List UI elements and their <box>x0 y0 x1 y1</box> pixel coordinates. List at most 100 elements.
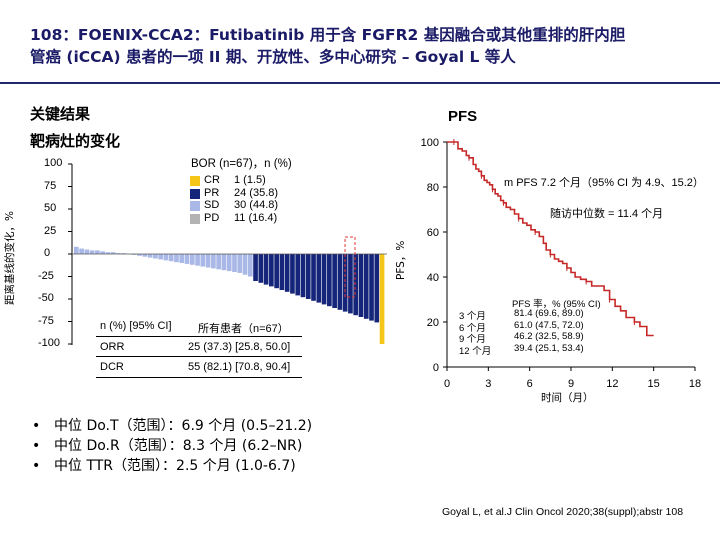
table-rule-3 <box>96 377 302 378</box>
waterfall-bar <box>342 254 348 312</box>
waterfall-y-tick: 0 <box>44 247 51 259</box>
pfs-rate-time: 9 个月 <box>459 334 486 345</box>
waterfall-bar <box>374 254 380 323</box>
pfs-followup-annotation: 随访中位数 = 11.4 个月 <box>550 208 664 220</box>
waterfall-bar <box>284 254 290 292</box>
legend-value-pd: 11 (16.4) <box>234 211 278 224</box>
table-rule-1 <box>96 336 302 337</box>
waterfall-bar <box>131 254 137 255</box>
waterfall-bar <box>242 254 248 275</box>
waterfall-bar <box>100 251 106 254</box>
waterfall-bar <box>258 254 264 283</box>
waterfall-bar <box>269 254 274 287</box>
legend-code-cr: CR <box>204 174 220 186</box>
pfs-heading: PFS <box>448 108 478 125</box>
waterfall-bar <box>84 249 90 254</box>
pfs-rate-time: 12 个月 <box>459 345 492 357</box>
waterfall-y-tick: -50 <box>38 292 54 304</box>
pfs-rate-value: 46.2 (32.5, 58.9) <box>514 331 584 342</box>
legend-value-pr: 24 (35.8) <box>234 186 279 199</box>
table-rule-2 <box>96 356 302 357</box>
pfs-x-tick-label: 9 <box>568 378 574 390</box>
waterfall-bar <box>274 254 279 289</box>
waterfall-bar <box>311 254 316 301</box>
title-divider <box>0 82 720 84</box>
waterfall-bar <box>232 254 237 272</box>
waterfall-y-tick: 75 <box>44 179 57 192</box>
waterfall-bar <box>195 254 200 266</box>
waterfall-y-tick: 25 <box>44 224 57 237</box>
waterfall-bar <box>321 254 327 305</box>
waterfall-y-tick: -25 <box>38 269 54 282</box>
waterfall-y-tick: -100 <box>38 337 61 349</box>
pfs-x-tick-label: 6 <box>527 378 533 390</box>
pfs-x-label: 时间（月） <box>541 392 594 404</box>
waterfall-bar <box>147 254 153 258</box>
bullet-dot: • 中位 Do.T（范围）：6.9 个月 (0.5–21.2) <box>32 418 313 434</box>
waterfall-bar <box>221 254 227 271</box>
legend-value-cr: 1 (1.5) <box>234 174 266 186</box>
pfs-rate-value: 81.4 (69.6, 89.0) <box>514 308 584 319</box>
pfs-x-tick-label: 12 <box>606 378 618 390</box>
waterfall-bar <box>305 254 311 299</box>
waterfall-y-tick: -75 <box>38 314 54 327</box>
pfs-y-tick-label: 100 <box>421 137 439 149</box>
citation: Goyal L, et al.J Clin Oncol 2020;38(supp… <box>442 506 684 518</box>
waterfall-bar <box>316 254 322 303</box>
waterfall-bar <box>163 254 169 261</box>
waterfall-y-tick: 100 <box>44 157 63 169</box>
bullet-dot-text: 中位 Do.T（范围）：6.9 个月 (0.5–21.2) <box>54 418 313 434</box>
waterfall-bar <box>363 254 369 319</box>
waterfall-bar <box>279 254 285 290</box>
waterfall-bar <box>216 254 221 270</box>
pfs-y-tick-label: 0 <box>433 362 439 374</box>
waterfall-bar <box>253 254 258 281</box>
waterfall-bar <box>105 252 111 254</box>
waterfall-bar <box>369 254 374 321</box>
pfs-km-curve <box>447 141 654 337</box>
waterfall-bar <box>110 252 116 254</box>
waterfall-bar <box>174 254 179 263</box>
pfs-y-tick-label: 20 <box>427 317 439 329</box>
waterfall-bar <box>205 254 211 268</box>
table-row-orr-label: ORR <box>100 341 125 353</box>
pfs-y-tick-label: 80 <box>427 182 439 194</box>
waterfall-y-tick: 50 <box>44 202 57 214</box>
bor-legend-title: BOR (n=67)，n (%) <box>191 158 292 170</box>
waterfall-bar <box>168 254 174 262</box>
legend-code-sd: SD <box>204 199 220 211</box>
waterfall-bar <box>290 254 295 294</box>
legend-code-pd: PD <box>204 211 220 224</box>
bullet-ttr-text: 中位 TTR（范围）：2.5 个月 (1.0-6.7) <box>54 458 296 474</box>
waterfall-bar <box>358 254 364 317</box>
waterfall-highlight-box <box>344 236 356 298</box>
waterfall-bar <box>353 254 359 316</box>
waterfall-bar <box>153 254 158 259</box>
legend-code-pr: PR <box>204 186 220 199</box>
target-change-heading: 靶病灶的变化 <box>30 132 121 150</box>
pfs-x-tick-label: 15 <box>648 378 660 390</box>
waterfall-bar <box>179 254 185 263</box>
bullet-ttr: • 中位 TTR（范围）：2.5 个月 (1.0-6.7) <box>32 458 296 474</box>
waterfall-bar <box>74 246 79 254</box>
waterfall-bar <box>348 254 353 314</box>
table-row-dcr-label: DCR <box>100 361 124 373</box>
waterfall-bar <box>79 248 84 254</box>
waterfall-bar <box>121 253 127 254</box>
pfs-median-annotation: m PFS 7.2 个月（95% CI 为 4.9、15.2） <box>504 177 704 189</box>
waterfall-bar <box>116 253 121 254</box>
waterfall-bar <box>327 254 332 307</box>
waterfall-bar <box>184 254 190 264</box>
slide-title: 108：FOENIX-CCA2：Futibatinib 用于含 FGFR2 基因… <box>30 24 700 68</box>
pfs-x-tick-label: 3 <box>485 378 491 390</box>
waterfall-bar <box>263 254 269 285</box>
waterfall-bar <box>300 254 306 298</box>
table-row-dcr-value: 55 (82.1) [70.8, 90.4] <box>188 361 291 373</box>
legend-value-sd: 30 (44.8) <box>234 199 279 211</box>
bullet-dor: • 中位 Do.R（范围）：8.3 个月 (6.2–NR) <box>32 438 303 454</box>
waterfall-bar <box>200 254 206 267</box>
waterfall-bars <box>72 236 387 344</box>
legend-swatch-pr <box>190 188 200 199</box>
waterfall-bar <box>247 254 253 277</box>
